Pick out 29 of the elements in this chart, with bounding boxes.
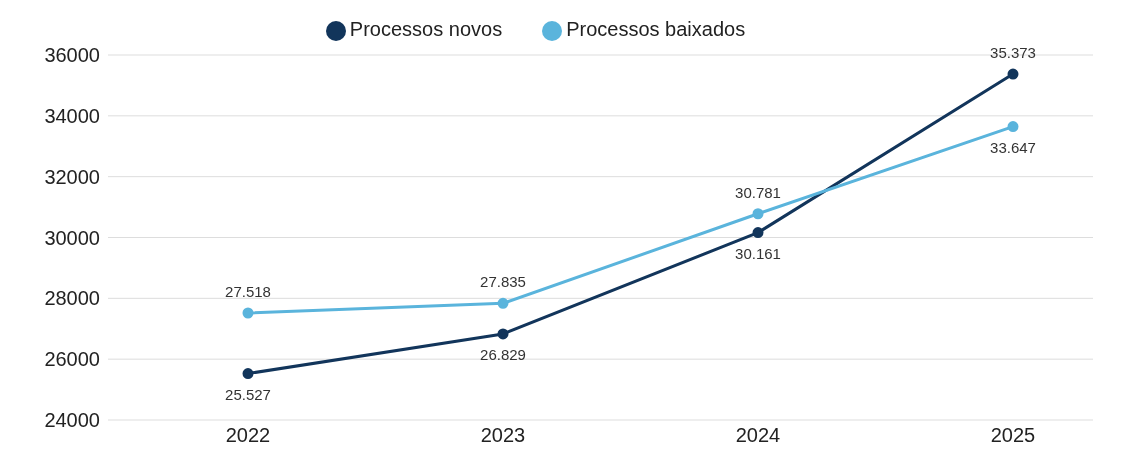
point <box>242 368 254 380</box>
point <box>497 297 509 309</box>
y-tick-label: 34000 <box>44 104 100 127</box>
x-tick-label: 2024 <box>735 424 781 447</box>
point <box>1007 121 1019 133</box>
data-label: 25.527 <box>225 385 271 403</box>
y-tick-label: 30000 <box>44 226 100 249</box>
x-tick-label: 2022 <box>225 424 271 447</box>
x-tick-label: 2023 <box>480 424 526 447</box>
data-label: 27.835 <box>480 273 526 291</box>
y-tick-label: 32000 <box>44 165 100 188</box>
data-label: 35.373 <box>990 44 1036 62</box>
point <box>752 227 764 239</box>
legend-label: Processos baixados <box>566 18 746 40</box>
y-tick-label: 24000 <box>44 409 100 432</box>
point <box>1007 68 1019 80</box>
y-tick-label: 26000 <box>44 348 100 371</box>
data-label: 26.829 <box>480 345 526 363</box>
y-tick-label: 28000 <box>44 287 100 310</box>
legend-label: Processos novos <box>349 18 503 40</box>
y-tick-label: 36000 <box>44 44 100 67</box>
data-label: 30.781 <box>735 183 781 201</box>
point <box>497 328 509 340</box>
data-label: 27.518 <box>225 282 271 300</box>
x-tick-label: 2025 <box>990 424 1036 447</box>
point <box>752 208 764 220</box>
data-label: 30.161 <box>735 244 781 262</box>
data-label: 33.647 <box>990 138 1036 156</box>
point <box>242 307 254 319</box>
